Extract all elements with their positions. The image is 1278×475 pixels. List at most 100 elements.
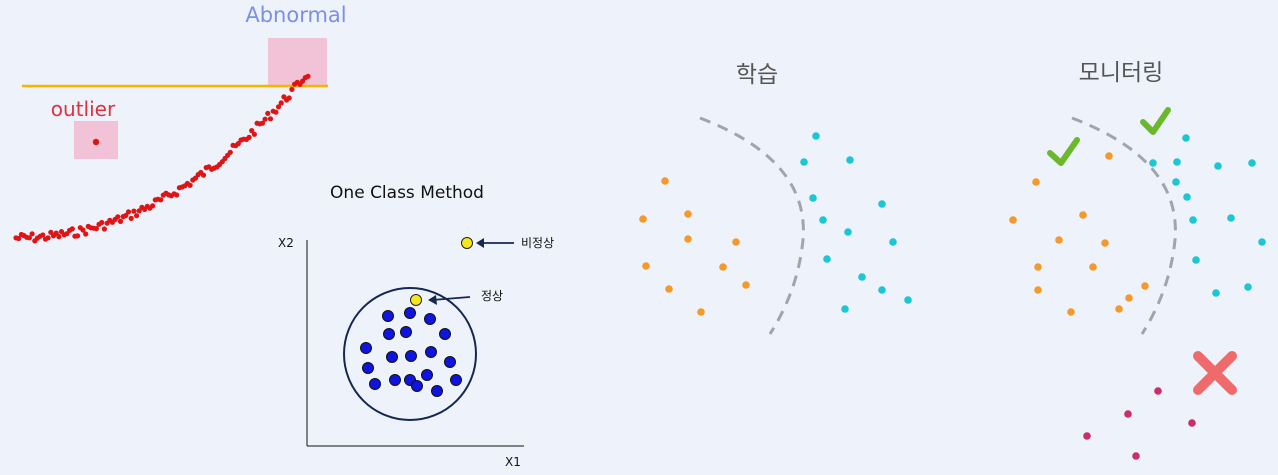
monitoring-title: 모니터링 [1079,60,1164,86]
monitoring-point-class-b [1173,158,1181,166]
training-point-class-b [878,200,886,208]
normal-sample-point [411,380,423,392]
training-boundary [699,116,805,335]
monitoring-point-class-a [1032,178,1040,186]
monitoring-point-class-b [1189,216,1197,224]
normal-sample-point [369,378,381,390]
monitoring-point-class-a [1009,216,1017,224]
curve-point [16,235,22,242]
training-point-class-a [684,210,692,218]
curve-point [99,219,105,226]
novel-point [1083,432,1091,440]
training-points [639,132,912,316]
novel-point [1188,419,1196,427]
curve-point [289,86,295,92]
curve-point [56,234,62,240]
training-point-class-b [846,156,854,164]
training-point-class-a [697,308,705,316]
curve-point [273,109,279,115]
curve-point [131,208,137,214]
training-point-class-a [665,285,673,293]
monitoring-point-class-b [1244,283,1252,291]
curve-point [192,175,199,181]
normal-points [360,307,462,397]
training-point-class-a [719,263,727,271]
curve-point [286,95,292,101]
normal-sample-point [400,326,412,338]
normal-sample-point [444,356,456,368]
normal-sample-point [431,385,443,397]
novel-point [1154,387,1162,395]
curve-point [75,233,81,239]
curve-point [29,231,35,237]
x-axis-label: X1 [505,455,521,469]
training-point-class-a [661,177,669,185]
normal-boundary-circle [343,287,477,421]
training-point-class-a [642,262,650,270]
training-point-class-b [904,296,912,304]
curve-point [123,212,129,219]
training-point-class-a [639,215,647,223]
one-class-title: One Class Method [330,183,484,203]
monitoring-point-class-b [1258,238,1266,246]
curve-point [174,192,180,198]
training-point-class-b [819,216,827,224]
anomaly-curve-panel: Abnormal outlier [13,3,347,244]
normal-sample-point [362,362,374,374]
curve-point [278,100,284,106]
training-point-class-b [800,158,808,166]
outlier-point [92,138,100,146]
normal-arrow [431,296,471,301]
training-point-class-a [732,238,740,246]
monitoring-point-class-a [1034,286,1042,294]
training-point-class-b [878,286,886,294]
training-point-class-b [889,238,897,246]
curve-point [259,120,266,126]
one-class-panel: One Class Method X2 X1 비정상 정상 [278,183,554,469]
cross-icon [1193,351,1237,395]
normal-query-point [410,294,422,306]
normal-sample-point [421,369,433,381]
curve-point [115,214,121,220]
anomaly-point [461,237,473,249]
check-icon-left [1047,137,1080,166]
training-point-class-a [684,235,692,243]
monitoring-points [1009,134,1266,460]
normal-sample-point [405,350,417,362]
curve-point [69,226,75,232]
training-point-class-b [823,255,831,263]
curve-point [83,231,89,237]
monitoring-point-class-b [1248,159,1256,167]
anomaly-arrow-head [476,238,484,248]
abnormal-highlight-box [268,38,327,86]
training-point-class-b [844,228,852,236]
monitoring-point-class-b [1183,193,1191,201]
monitoring-point-class-b [1172,178,1180,186]
training-title: 학습 [736,62,778,88]
abnormal-label: Abnormal [245,3,346,27]
monitoring-point-class-a [1067,308,1075,316]
curve-point [227,149,233,155]
novel-point [1132,452,1140,460]
curve-point [45,235,51,241]
curve-point [26,235,32,241]
monitoring-point-class-b [1149,159,1157,167]
training-panel: 학습 [639,62,912,335]
monitoring-point-class-a [1125,294,1133,302]
normal-sample-point [425,346,437,358]
curve-point [305,73,311,79]
curve-point [128,215,134,221]
normal-label: 정상 [481,289,503,303]
normal-sample-point [360,342,372,354]
curve-point [125,209,132,215]
normal-sample-point [439,328,451,340]
monitoring-point-class-a [1101,239,1109,247]
curve-point [262,116,268,122]
monitoring-point-class-b [1182,134,1190,142]
normal-sample-point [450,374,462,386]
monitoring-point-class-b [1227,214,1235,222]
training-point-class-b [809,194,817,202]
monitoring-point-class-a [1034,263,1042,271]
monitoring-point-class-a [1115,305,1123,313]
curve-point [246,134,252,140]
